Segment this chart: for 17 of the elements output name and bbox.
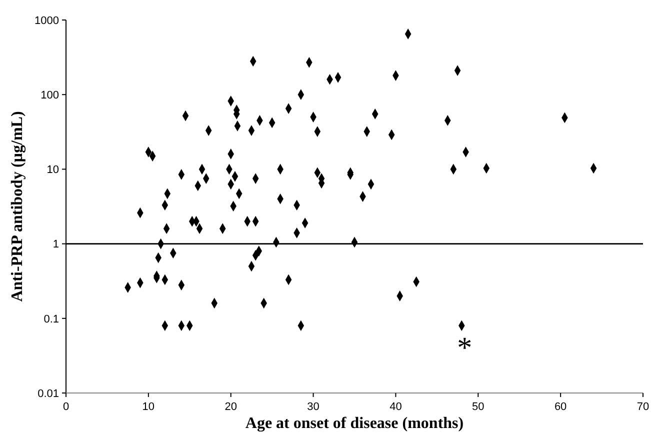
y-tick-label: 10 [46,164,59,176]
y-tick-label: 0.01 [38,388,59,400]
y-axis-title: Anti-PRP antibody (µg/mL) [9,111,26,302]
y-tick-label: 0.1 [44,313,59,326]
x-tick-label: 60 [554,401,567,413]
x-axis-title: Age at onset of disease (months) [245,415,464,432]
x-tick-label: 0 [62,401,70,413]
x-tick-label: 40 [390,401,402,413]
x-tick-label: 50 [472,401,484,413]
x-tick-label: 20 [224,401,237,413]
y-tick-label: 100 [40,89,59,102]
annotation: * [457,332,472,365]
y-tick-label: 1 [52,238,59,251]
y-tick-label: 1000 [34,14,59,27]
x-tick-label: 30 [307,401,320,413]
x-tick-label: 10 [142,401,155,413]
x-tick-label: 70 [636,401,650,413]
